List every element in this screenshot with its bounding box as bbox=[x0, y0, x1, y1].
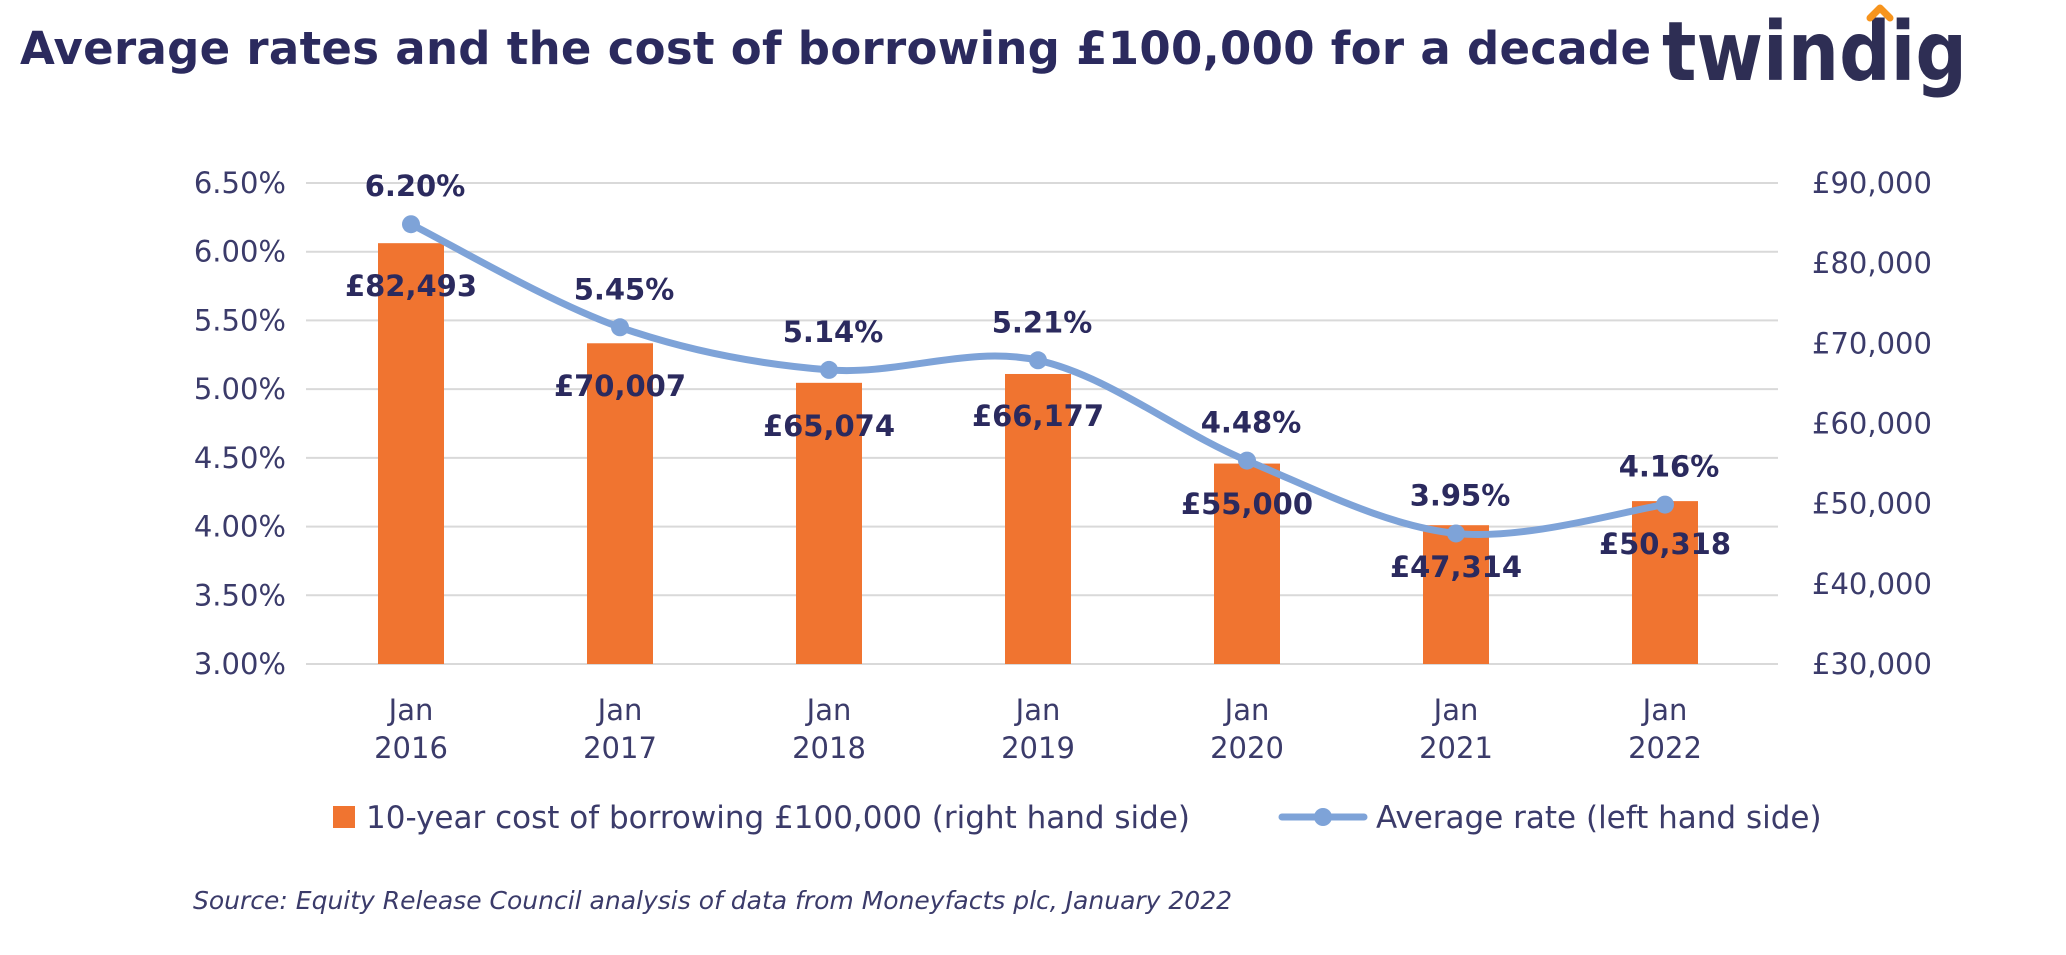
right-axis-ticks: £30,000 £40,000 £50,000 £60,000 £70,000 £80,0… bbox=[1812, 166, 1932, 681]
category-label: Jan 2021 bbox=[1419, 693, 1493, 765]
category-label: Jan 2020 bbox=[1210, 693, 1284, 765]
rate-point bbox=[1238, 451, 1256, 470]
bar-value-labels: £82,493 £70,007 £65,074 £66,177 £55,000 £47,3… bbox=[345, 269, 1731, 584]
twindig-logo: twindig bbox=[1662, 4, 1967, 100]
left-axis-tick-label: 4.50% bbox=[194, 441, 286, 475]
category-label: Jan 2022 bbox=[1628, 693, 1702, 765]
category-label: Jan 2019 bbox=[1001, 693, 1075, 765]
left-axis-ticks: 3.00% 3.50% 4.00% 4.50% 5.00% 5.50% 6.00% 6.50% bbox=[194, 166, 286, 681]
right-axis-tick-label: £80,000 bbox=[1812, 246, 1932, 280]
left-axis-tick-label: 3.00% bbox=[194, 647, 286, 681]
bar-value-label: £55,000 bbox=[1181, 487, 1313, 521]
right-axis-tick-label: £90,000 bbox=[1812, 166, 1932, 200]
category-label: Jan 2016 bbox=[374, 693, 448, 765]
left-axis-tick-label: 5.50% bbox=[194, 303, 286, 337]
line-value-labels: 6.20% 5.45% 5.14% 5.21% 4.48% 3.95% 4.16% bbox=[365, 169, 1720, 512]
bar bbox=[378, 243, 444, 664]
line-series bbox=[402, 215, 1674, 543]
chart-title: Average rates and the cost of borrowing … bbox=[20, 22, 1652, 75]
legend-bar-label: 10-year cost of borrowing £100,000 (righ… bbox=[366, 800, 1190, 836]
rate-point bbox=[1656, 495, 1674, 514]
logo-text: twindig bbox=[1662, 5, 1967, 100]
rate-point bbox=[1447, 524, 1465, 543]
line-value-label: 4.16% bbox=[1619, 450, 1720, 484]
rate-point bbox=[402, 215, 420, 234]
bar-value-label: £47,314 bbox=[1390, 550, 1522, 584]
line-value-label: 5.21% bbox=[992, 305, 1093, 339]
bar-series bbox=[378, 243, 1698, 664]
left-axis-tick-label: 4.00% bbox=[194, 510, 286, 544]
legend-bar-swatch bbox=[333, 806, 355, 828]
rate-point bbox=[1029, 351, 1047, 370]
bar bbox=[1632, 501, 1698, 664]
line-value-label: 3.95% bbox=[1410, 478, 1511, 512]
right-axis-tick-label: £60,000 bbox=[1812, 407, 1932, 441]
right-axis-tick-label: £30,000 bbox=[1812, 647, 1932, 681]
line-value-label: 5.45% bbox=[574, 272, 675, 306]
left-axis-tick-label: 6.50% bbox=[194, 166, 286, 200]
bar-value-label: £70,007 bbox=[554, 369, 686, 403]
left-axis-tick-label: 5.00% bbox=[194, 372, 286, 406]
legend-line-label: Average rate (left hand side) bbox=[1376, 800, 1822, 836]
right-axis-tick-label: £40,000 bbox=[1812, 567, 1932, 601]
left-axis-tick-label: 3.50% bbox=[194, 578, 286, 612]
source-note: Source: Equity Release Council analysis … bbox=[193, 886, 1233, 915]
legend: 10-year cost of borrowing £100,000 (righ… bbox=[333, 800, 1822, 836]
category-label: Jan 2017 bbox=[583, 693, 657, 765]
bar-value-label: £82,493 bbox=[345, 269, 477, 303]
bar-value-label: £65,074 bbox=[763, 409, 895, 443]
rate-point bbox=[820, 360, 838, 379]
bar-value-label: £50,318 bbox=[1599, 527, 1731, 561]
rate-point bbox=[611, 318, 629, 337]
legend-line-marker bbox=[1314, 808, 1332, 826]
bar bbox=[796, 382, 862, 664]
bar bbox=[1423, 525, 1489, 664]
right-axis-tick-label: £70,000 bbox=[1812, 326, 1932, 360]
line-value-label: 4.48% bbox=[1201, 406, 1302, 440]
line-value-label: 6.20% bbox=[365, 169, 466, 203]
category-labels: Jan 2016 Jan 2017 Jan 2018 Jan 2019 Jan 2020 Jan 20… bbox=[374, 693, 1702, 765]
right-axis-tick-label: £50,000 bbox=[1812, 487, 1932, 521]
logo-accent-icon bbox=[1866, 4, 1894, 22]
bar-value-label: £66,177 bbox=[972, 399, 1104, 433]
bar bbox=[587, 343, 653, 664]
left-axis-tick-label: 6.00% bbox=[194, 235, 286, 269]
category-label: Jan 2018 bbox=[792, 693, 866, 765]
bar bbox=[1214, 463, 1280, 664]
bar bbox=[1005, 373, 1071, 664]
line-value-label: 5.14% bbox=[783, 315, 884, 349]
